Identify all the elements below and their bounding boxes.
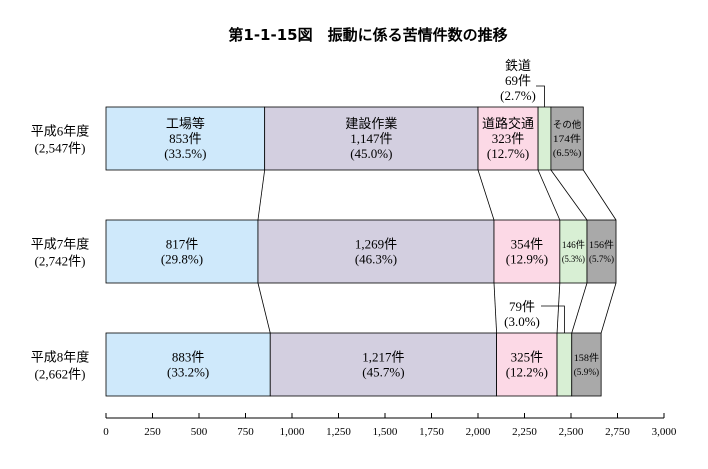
segment-label: (33.5%) — [164, 146, 206, 161]
segment-label: (45.0%) — [350, 146, 392, 161]
segment-label: (12.7%) — [487, 146, 529, 161]
row-total-label: (2,662件) — [35, 367, 86, 382]
segment-label: (5.3%) — [562, 254, 585, 265]
connector-lines — [257, 169, 617, 334]
segment-label: 146件 — [562, 239, 586, 251]
segment-label: (46.3%) — [355, 252, 397, 267]
bar-segment — [496, 332, 558, 397]
segment-label: 817件 — [166, 237, 199, 252]
bar-segment — [537, 106, 552, 171]
x-tick-label: 2,250 — [512, 426, 537, 438]
segment-label: (6.5%) — [553, 148, 581, 159]
connector-line — [257, 282, 271, 334]
segment-label: 354件 — [511, 237, 544, 252]
segment-label: 建設作業 — [345, 116, 397, 131]
connector-line — [582, 169, 617, 221]
segment-label: (12.2%) — [506, 365, 548, 380]
connector-line — [600, 282, 617, 334]
bar-segment — [571, 332, 602, 397]
x-tick-label: 2,500 — [559, 426, 584, 438]
callout-label: (3.0%) — [504, 314, 540, 329]
callout-label: 79件 — [509, 299, 535, 314]
segment-label: 道路交通 — [482, 116, 534, 131]
row-total-label: (2,742件) — [35, 254, 86, 269]
segment-label: 1,269件 — [355, 237, 397, 252]
segment-label: 158件 — [574, 352, 600, 364]
connector-line — [571, 282, 588, 334]
row-total-label: (2,547件) — [35, 141, 86, 156]
x-tick-label: 500 — [191, 426, 208, 438]
segment-label: 325件 — [511, 350, 544, 365]
segment-label: (33.2%) — [167, 365, 209, 380]
x-tick-label: 2,750 — [605, 426, 630, 438]
segment-label: (5.7%) — [589, 254, 614, 265]
connector-line — [493, 282, 497, 334]
callout-label: (2.7%) — [500, 88, 536, 103]
x-tick-label: 1,500 — [373, 426, 398, 438]
bar-segment — [105, 219, 259, 284]
segment-label: その他 — [553, 119, 582, 131]
row-label: 平成6年度 — [31, 124, 90, 139]
chart-title: 第1-1-15図 振動に係る苦情件数の推移 — [228, 26, 507, 44]
connector-line — [257, 169, 266, 221]
bar-segment — [477, 106, 539, 171]
x-axis: 0 250 500 750 1,000 1,250 1,500 1,750 2,000 2,250… — [103, 413, 677, 438]
x-tick-label: 3,000 — [652, 426, 677, 438]
callout-label: 鉄道 — [505, 58, 531, 73]
x-tick-label: 2,000 — [466, 426, 491, 438]
row-label: 平成7年度 — [31, 237, 90, 252]
segment-label: (12.9%) — [506, 252, 548, 267]
connector-line — [537, 169, 561, 221]
bar-segment — [257, 219, 495, 284]
bar-segment — [264, 106, 479, 171]
row-label: 平成8年度 — [31, 350, 90, 365]
x-tick-label: 1,250 — [326, 426, 351, 438]
callout-line — [536, 85, 545, 107]
x-tick-label: 0 — [103, 426, 109, 438]
x-tick-label: 250 — [144, 426, 161, 438]
segment-label: 156件 — [589, 239, 615, 251]
x-tick-label: 1,750 — [419, 426, 444, 438]
bar-segment — [269, 332, 498, 397]
segment-label: 853件 — [169, 131, 202, 146]
connector-line — [556, 282, 561, 334]
bar-segment — [559, 219, 588, 284]
bar-segment — [586, 219, 617, 284]
segment-label: 883件 — [172, 350, 205, 365]
connector-line — [477, 169, 495, 221]
segment-label: 174件 — [553, 133, 582, 145]
callout-line — [541, 305, 565, 333]
segment-label: 323件 — [492, 131, 525, 146]
x-tick-label: 750 — [237, 426, 254, 438]
segment-label: 1,147件 — [350, 131, 392, 146]
segment-label: 1,217件 — [362, 350, 404, 365]
bar-segment — [105, 332, 271, 397]
connector-line — [550, 169, 588, 221]
segment-label: (45.7%) — [362, 365, 404, 380]
x-tick-label: 1,000 — [280, 426, 305, 438]
segment-label: (5.9%) — [574, 367, 599, 378]
bars-group: 工場等853件(33.5%)建設作業1,147件(45.0%)道路交通323件(… — [105, 106, 617, 397]
segment-label: 工場等 — [166, 116, 205, 131]
y-axis-labels: 平成6年度 (2,547件) 平成7年度 (2,742件) 平成8年度 (2,662件) — [31, 124, 90, 382]
bar-segment — [556, 332, 573, 397]
bar-segment — [493, 219, 561, 284]
callout-label: 69件 — [505, 73, 531, 88]
segment-label: (29.8%) — [161, 252, 203, 267]
bar-segment — [550, 106, 584, 171]
